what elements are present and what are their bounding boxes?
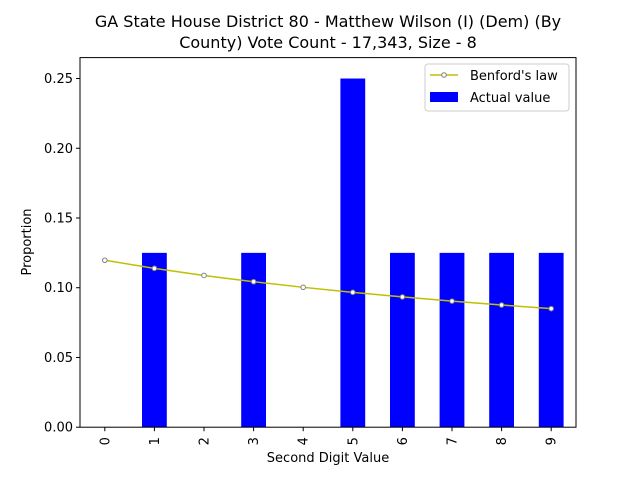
legend-benford-marker: [441, 72, 447, 78]
x-tick-label: 4: [297, 437, 312, 445]
benford-point-7: [449, 298, 455, 304]
legend-actual-label: Actual value: [470, 91, 550, 106]
x-tick-label: 6: [396, 437, 411, 445]
axes: 0.00 0.05 0.10 0.15 0.20 0.25 0 1 2 3 4 5 6 7 8 9: [44, 72, 560, 445]
x-tick-label: 8: [495, 437, 510, 445]
bar-digit-9: [538, 252, 564, 428]
bar-digit-7: [439, 252, 465, 428]
x-tick-label: 0: [98, 437, 113, 445]
benford-point-8: [498, 302, 505, 308]
bar-digit-5: [340, 78, 366, 428]
bar-digit-1: [142, 252, 167, 428]
legend: Benford's law Actual value: [424, 63, 570, 112]
y-tick-label: 0.25: [44, 72, 73, 87]
y-tick-label: 0.10: [44, 281, 73, 296]
benford-point-2: [201, 272, 207, 279]
benford-point-0: [102, 257, 108, 264]
benford-point-3: [250, 278, 257, 285]
benford-point-4: [300, 284, 307, 291]
y-tick-label: 0.20: [44, 142, 73, 157]
y-tick-label: 0.05: [44, 351, 73, 366]
legend-actual-swatch: [430, 92, 458, 102]
x-tick-label: 5: [346, 437, 361, 445]
legend-box: [424, 63, 570, 112]
chart-title-line-2: County) Vote Count - 17,343, Size - 8: [179, 33, 477, 52]
chart-title: GA State House District 80 - Matthew Wil…: [95, 12, 561, 52]
chart-title-line-1: GA State House District 80 - Matthew Wil…: [95, 12, 561, 31]
y-tick-label: 0.00: [44, 421, 73, 436]
benford-line: [104, 259, 552, 310]
benford-point-5: [350, 289, 356, 296]
benford-point-9: [548, 305, 555, 312]
x-tick-label: 9: [545, 437, 560, 445]
bar-digit-8: [489, 252, 514, 428]
benford-point-1: [151, 265, 158, 272]
x-tick-label: 7: [446, 437, 461, 445]
legend-benford-label: Benford's law: [470, 69, 558, 84]
x-tick-label: 1: [148, 437, 163, 445]
bar-digit-6: [390, 252, 415, 428]
benford-point-6: [399, 294, 406, 300]
y-axis-label: Proportion: [20, 208, 35, 275]
y-tick-label: 0.15: [44, 211, 73, 226]
x-axis-label: Second Digit Value: [267, 451, 389, 466]
plot-area: [102, 78, 564, 428]
x-tick-label: 2: [198, 437, 213, 445]
x-tick-label: 3: [247, 437, 262, 445]
plot-frame: [79, 57, 577, 428]
